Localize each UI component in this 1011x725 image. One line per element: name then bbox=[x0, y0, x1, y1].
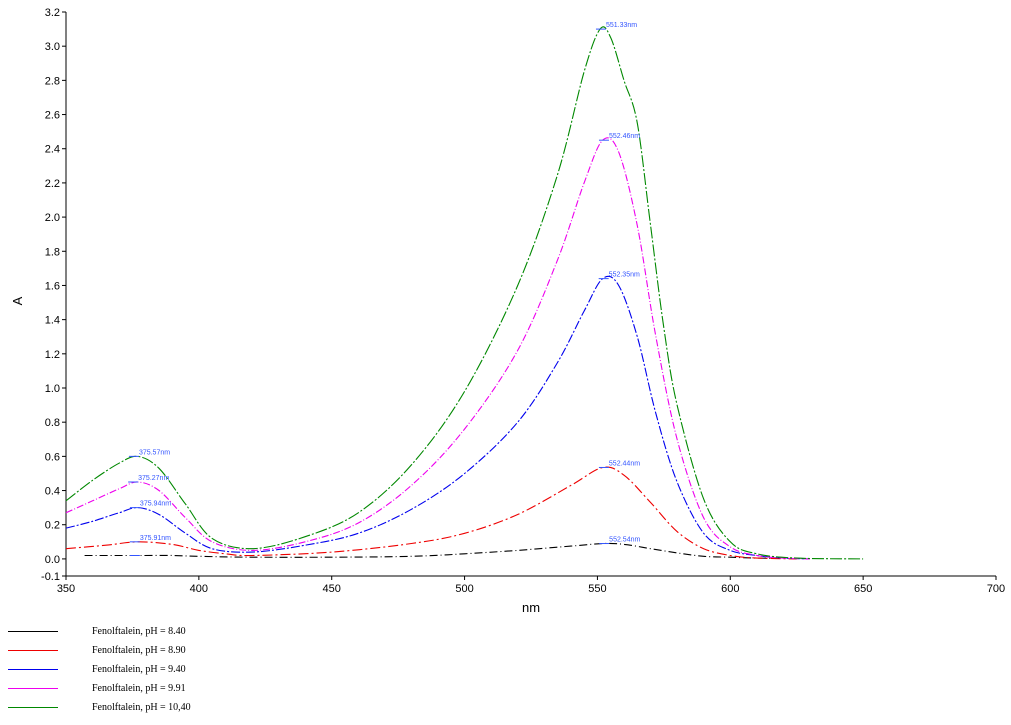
series-line bbox=[65, 275, 811, 560]
peak-label: 375.91nm bbox=[140, 535, 171, 542]
peak-label: 375.94nm bbox=[140, 501, 171, 508]
y-tick-label: 2.4 bbox=[45, 144, 60, 156]
y-tick-label: 2.0 bbox=[45, 212, 60, 224]
y-tick-label: 3.0 bbox=[45, 41, 60, 53]
x-tick-label: 450 bbox=[323, 583, 341, 595]
legend-item: Fenolftalein, pH = 9.91 bbox=[8, 679, 191, 698]
series-layer bbox=[65, 26, 864, 560]
x-tick-label: 550 bbox=[588, 583, 606, 595]
y-tick-label: 0.6 bbox=[45, 451, 60, 463]
y-tick-label: 0.0 bbox=[45, 554, 60, 566]
x-tick-label: 400 bbox=[190, 583, 208, 595]
legend-item: Fenolftalein, pH = 8.90 bbox=[8, 641, 191, 660]
peak-labels: 552.54nm 375.91nm 552.44nm 375.94nm 552.35nm… bbox=[128, 22, 640, 556]
series-line bbox=[84, 542, 784, 559]
y-tick-label: 2.6 bbox=[45, 110, 60, 122]
series-line bbox=[65, 466, 797, 560]
legend-item: Fenolftalein, pH = 8.40 bbox=[8, 622, 191, 641]
legend-label: Fenolftalein, pH = 9.40 bbox=[92, 664, 186, 675]
legend-swatch bbox=[8, 669, 58, 670]
legend-swatch bbox=[8, 650, 58, 651]
x-tick-label: 700 bbox=[987, 583, 1005, 595]
peak-label: 552.44nm bbox=[609, 460, 640, 467]
y-tick-label: 1.8 bbox=[45, 246, 60, 258]
series-line bbox=[65, 137, 811, 560]
y-tick-label: 0.4 bbox=[45, 486, 60, 498]
legend-swatch bbox=[8, 631, 58, 632]
series-line bbox=[65, 26, 864, 560]
peak-label: 552.35nm bbox=[609, 272, 640, 279]
spectrum-chart: 350 400 450 500 550 600 650 700 -0.1 0.0 0.2 0.4 0.6… bbox=[10, 7, 1005, 615]
y-tick-label: 2.2 bbox=[45, 178, 60, 190]
legend-label: Fenolftalein, pH = 10,40 bbox=[92, 702, 191, 713]
peak-label: 552.54nm bbox=[609, 537, 640, 544]
x-axis-title: nm bbox=[522, 600, 540, 615]
y-tick-label: 1.0 bbox=[45, 383, 60, 395]
y-tick-label: 2.8 bbox=[45, 75, 60, 87]
y-axis-title: A bbox=[10, 296, 25, 305]
peak-label: 375.57nm bbox=[139, 449, 170, 456]
legend-item: Fenolftalein, pH = 10,40 bbox=[8, 698, 191, 717]
y-tick-label: 0.2 bbox=[45, 520, 60, 532]
y-tick-label: 1.6 bbox=[45, 280, 60, 292]
legend-swatch bbox=[8, 688, 58, 689]
y-tick-label: 1.2 bbox=[45, 349, 60, 361]
legend: Fenolftalein, pH = 8.40 Fenolftalein, pH … bbox=[8, 622, 191, 717]
y-tick-label: 1.4 bbox=[45, 315, 60, 327]
x-tick-label: 650 bbox=[854, 583, 872, 595]
axes: 350 400 450 500 550 600 650 700 -0.1 0.0 0.2 0.4 0.6… bbox=[41, 7, 1005, 595]
peak-label: 375.27nm bbox=[138, 475, 169, 482]
legend-label: Fenolftalein, pH = 8.90 bbox=[92, 645, 186, 656]
legend-label: Fenolftalein, pH = 9.91 bbox=[92, 683, 186, 694]
y-tick-label: 3.2 bbox=[45, 7, 60, 19]
peak-label: 551.33nm bbox=[606, 22, 637, 29]
x-tick-label: 600 bbox=[721, 583, 739, 595]
legend-item: Fenolftalein, pH = 9.40 bbox=[8, 660, 191, 679]
legend-label: Fenolftalein, pH = 8.40 bbox=[92, 626, 186, 637]
y-tick-label: 0.8 bbox=[45, 417, 60, 429]
x-tick-label: 350 bbox=[57, 583, 75, 595]
legend-swatch bbox=[8, 707, 58, 708]
y-tick-label: -0.1 bbox=[41, 571, 60, 583]
x-tick-label: 500 bbox=[455, 583, 473, 595]
peak-label: 552.46nm bbox=[609, 133, 640, 140]
